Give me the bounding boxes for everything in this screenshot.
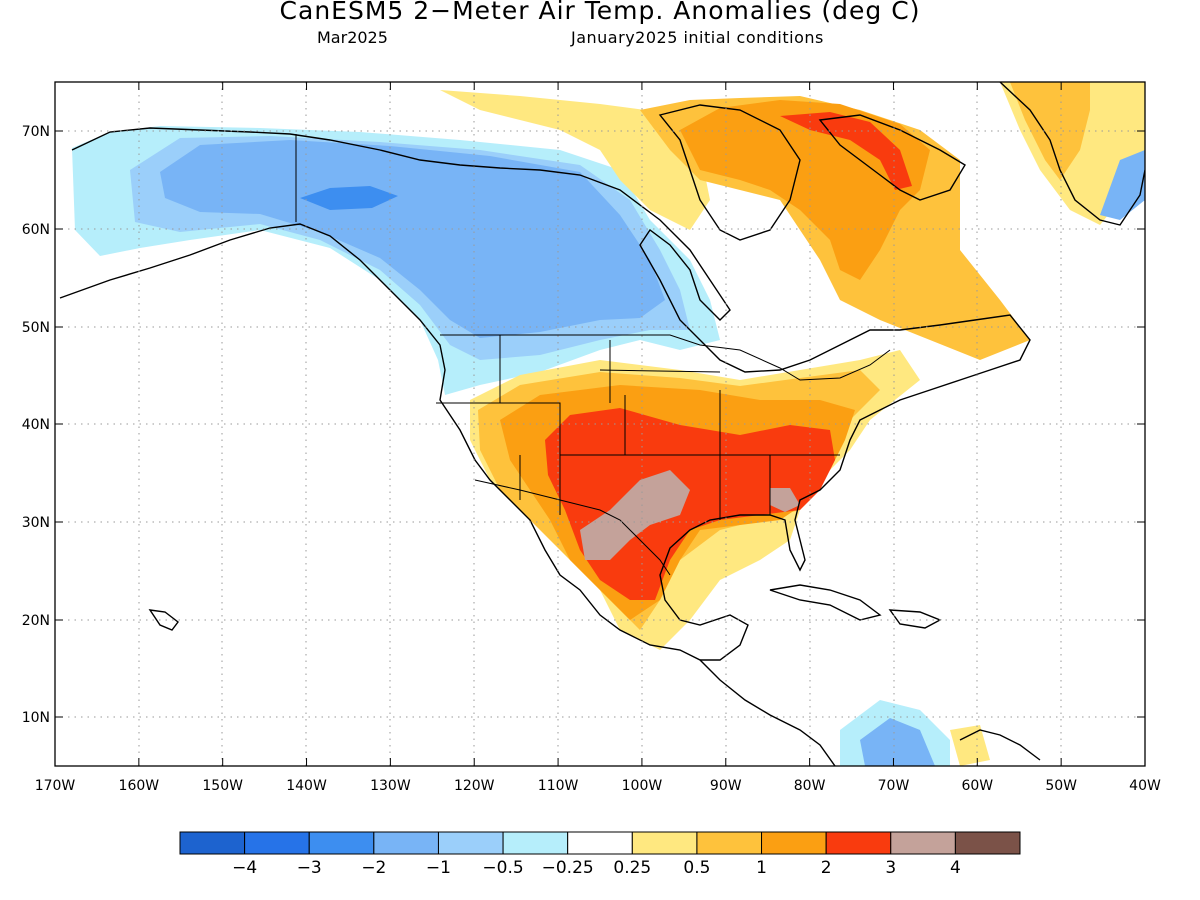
anomaly-region-pos-0.5-north: [440, 90, 710, 230]
lon-tick-label: 150W: [202, 778, 243, 794]
colorbar-swatch: [244, 831, 310, 855]
map-title: CanESM5 2−Meter Air Temp. Anomalies (deg…: [279, 0, 921, 25]
colorbar-label: −0.25: [542, 858, 594, 878]
forecast-month: Mar2025: [317, 28, 388, 47]
colorbar-label: −3: [297, 858, 322, 878]
colorbar-swatch: [179, 831, 246, 855]
colorbar-label: 2: [821, 858, 832, 878]
lat-tick-label: 20N: [22, 613, 50, 629]
lon-tick-label: 50W: [1045, 778, 1077, 794]
colorbar-label: −4: [232, 858, 257, 878]
colorbar-label: 4: [950, 858, 961, 878]
anomaly-region-neg-2b: [300, 186, 398, 210]
colorbar-label: −0.5: [482, 858, 523, 878]
lat-tick-label: 70N: [22, 124, 50, 140]
colorbar-swatch: [567, 831, 633, 855]
colorbar-swatch: [373, 831, 439, 855]
colorbar-label: 1: [756, 858, 767, 878]
longitude-axis: 170W 160W 150W 140W 130W 120W 110W 100W 90W 80W 70…: [35, 82, 1161, 794]
lon-tick-label: 140W: [286, 778, 327, 794]
anomaly-region-pos-4-us: [580, 470, 690, 560]
lon-tick-label: 120W: [454, 778, 495, 794]
colorbar-swatch: [502, 831, 569, 855]
lon-tick-label: 40W: [1129, 778, 1161, 794]
lon-tick-label: 70W: [878, 778, 910, 794]
colorbar-swatch: [825, 831, 892, 855]
colorbar-swatch: [631, 831, 698, 855]
anomaly-region-neg-greenland: [1100, 150, 1145, 220]
lat-tick-label: 60N: [22, 222, 50, 238]
lon-tick-label: 80W: [794, 778, 826, 794]
political-borders: [295, 134, 891, 576]
lat-tick-label: 50N: [22, 320, 50, 336]
anomaly-region-neg-tropics-1: [860, 718, 935, 766]
colorbar-swatch: [308, 831, 375, 855]
lon-tick-label: 130W: [370, 778, 411, 794]
latitude-axis: 70N 60N 50N 40N 30N 20N 10N: [22, 124, 1145, 726]
colorbar-swatch: [954, 831, 1021, 855]
colorbar-swatch: [696, 831, 763, 855]
colorbar-swatch: [761, 831, 827, 855]
lon-tick-label: 60W: [961, 778, 993, 794]
lon-tick-label: 100W: [622, 778, 663, 794]
colorbar-label: −1: [426, 858, 451, 878]
colorbar-label: 0.5: [683, 858, 710, 878]
anomaly-region-pos-4-se: [770, 488, 800, 512]
anomaly-map: [55, 82, 1145, 766]
colorbar-label: 3: [885, 858, 896, 878]
anomaly-region-neg-2: [160, 140, 665, 338]
initial-conditions: January2025 initial conditions: [571, 28, 824, 47]
colorbar-swatch: [437, 831, 504, 855]
lon-tick-label: 110W: [538, 778, 579, 794]
lon-tick-label: 170W: [35, 778, 76, 794]
lon-tick-label: 160W: [119, 778, 160, 794]
lat-tick-label: 10N: [22, 710, 50, 726]
colorbar-label: −2: [361, 858, 386, 878]
lat-tick-label: 40N: [22, 417, 50, 433]
anomaly-region-pos-tropics: [950, 725, 990, 766]
colorbar-label: 0.25: [613, 858, 651, 878]
color-scale-legend: −4 −3 −2 −1 −0.5 −0.25 0.25 0.5 1 2 3 4: [179, 831, 1021, 878]
colorbar-swatch: [890, 831, 956, 855]
anomaly-region-pos-3-north: [780, 112, 912, 190]
lat-tick-label: 30N: [22, 515, 50, 531]
lon-tick-label: 90W: [710, 778, 742, 794]
